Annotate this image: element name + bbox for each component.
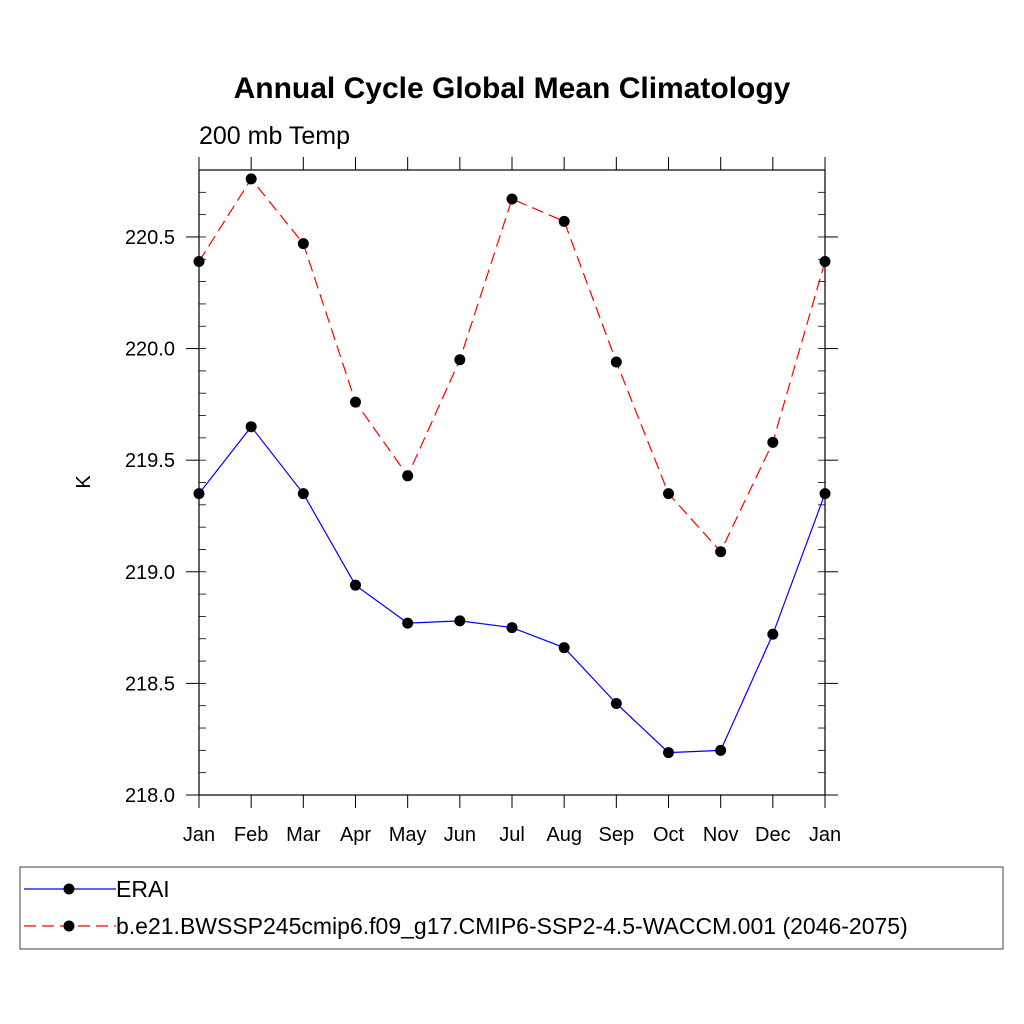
legend-marker-1	[63, 920, 75, 932]
data-point-1	[610, 356, 622, 368]
data-point-0	[297, 488, 309, 500]
data-point-1	[454, 354, 466, 366]
x-tick-label: Nov	[703, 824, 739, 846]
x-tick-label: Jan	[183, 824, 215, 846]
data-point-0	[819, 488, 831, 500]
legend-label-1: b.e21.BWSSP245cmip6.f09_g17.CMIP6-SSP2-4…	[116, 913, 908, 939]
x-tick-label: Mar	[286, 824, 321, 846]
y-tick-label: 218.5	[125, 673, 175, 695]
data-point-0	[245, 421, 257, 433]
x-tick-label: Dec	[755, 824, 791, 846]
x-tick-label: May	[389, 824, 427, 846]
y-axis-label: K	[73, 475, 95, 489]
data-point-1	[297, 238, 309, 250]
data-point-0	[558, 642, 570, 654]
data-point-1	[193, 256, 205, 268]
x-tick-label: Oct	[653, 824, 685, 846]
legend: ERAI b.e21.BWSSP245cmip6.f09_g17.CMIP6-SS…	[19, 866, 1004, 950]
data-point-1	[663, 488, 674, 500]
data-point-0	[350, 579, 361, 591]
x-tick-label: Jun	[444, 824, 476, 846]
x-tick-label: Feb	[234, 824, 268, 846]
x-tick-label: Sep	[599, 824, 635, 846]
data-point-1	[767, 436, 779, 448]
legend-label-0: ERAI	[116, 876, 170, 902]
data-point-1	[245, 173, 257, 185]
plot-frame	[198, 169, 826, 796]
x-tick-label: Jan	[809, 824, 841, 846]
data-point-1	[715, 546, 727, 558]
data-point-0	[454, 615, 466, 627]
y-tick-label: 220.5	[125, 227, 175, 249]
data-point-1	[350, 396, 361, 408]
data-point-1	[402, 470, 414, 482]
data-point-1	[558, 215, 570, 227]
y-tick-label: 219.0	[125, 562, 175, 584]
data-point-0	[663, 747, 674, 759]
y-tick-label: 218.0	[125, 785, 175, 807]
data-point-1	[506, 193, 518, 205]
data-point-0	[715, 744, 727, 756]
data-point-0	[610, 697, 622, 709]
data-point-0	[506, 622, 518, 634]
series-line-1	[198, 177, 826, 553]
data-point-1	[819, 256, 831, 268]
plot-area: Jan Feb Mar Apr May Jun Jul Aug Sep Oct Nov Dec Jan 2…	[125, 157, 841, 846]
y-tick-label: 220.0	[125, 339, 175, 361]
data-point-0	[402, 617, 414, 629]
x-tick-label: Apr	[340, 824, 371, 846]
data-point-0	[767, 628, 779, 640]
x-tick-label: Jul	[499, 824, 525, 846]
data-point-0	[193, 488, 205, 500]
chart-title: Annual Cycle Global Mean Climatology	[234, 72, 791, 105]
series-line-0	[198, 425, 826, 754]
x-tick-label: Aug	[546, 824, 582, 846]
y-tick-label: 219.5	[125, 450, 175, 472]
chart-subtitle: 200 mb Temp	[199, 122, 350, 150]
legend-marker-0	[63, 883, 75, 895]
legend-box	[19, 866, 1004, 950]
